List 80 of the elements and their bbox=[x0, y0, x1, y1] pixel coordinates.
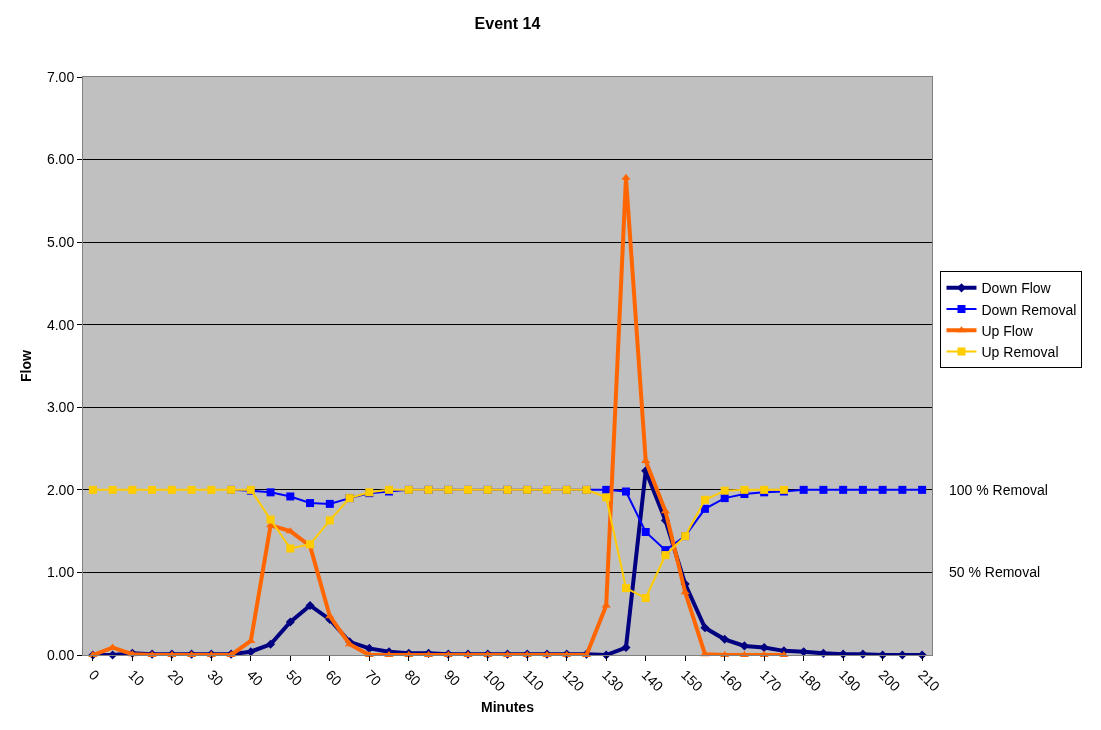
point bbox=[661, 551, 670, 560]
y-axis-title: Flow bbox=[17, 349, 34, 382]
x-tick-label: 160 bbox=[717, 666, 746, 695]
x-tick-label: 130 bbox=[599, 666, 628, 695]
x-tick-label: 210 bbox=[915, 666, 944, 695]
point bbox=[621, 173, 631, 180]
legend-label: Down Flow bbox=[981, 280, 1052, 297]
point bbox=[720, 634, 730, 644]
x-tick-label: 190 bbox=[836, 666, 865, 695]
y-tick-label: 0.00 bbox=[46, 646, 75, 663]
x-tick-label: 170 bbox=[757, 666, 786, 695]
y-tick-label: 3.00 bbox=[46, 399, 75, 416]
y-tick-label: 4.00 bbox=[46, 316, 75, 333]
point bbox=[88, 485, 97, 494]
point bbox=[700, 623, 710, 633]
point bbox=[266, 488, 275, 497]
x-tick-label: 10 bbox=[125, 666, 148, 690]
point bbox=[621, 584, 630, 593]
x-tick-label: 0 bbox=[85, 666, 103, 684]
point bbox=[364, 643, 374, 653]
point bbox=[799, 485, 808, 494]
point bbox=[918, 485, 927, 494]
point bbox=[207, 485, 216, 494]
point bbox=[641, 594, 650, 603]
point bbox=[819, 485, 828, 494]
x-tick-label: 70 bbox=[362, 666, 385, 690]
point bbox=[641, 527, 650, 536]
point bbox=[621, 643, 631, 653]
point bbox=[167, 485, 176, 494]
legend-label: Up Flow bbox=[981, 322, 1034, 339]
point bbox=[325, 499, 334, 508]
x-tick-label: 110 bbox=[520, 666, 548, 694]
point bbox=[285, 617, 295, 627]
x-tick-label: 20 bbox=[164, 666, 188, 690]
point bbox=[878, 485, 887, 494]
x-tick-label: 40 bbox=[243, 666, 267, 690]
y-tick-label: 2.00 bbox=[46, 481, 75, 498]
point bbox=[148, 485, 157, 494]
point bbox=[286, 492, 295, 501]
y-tick-label: 1.00 bbox=[46, 564, 75, 581]
point bbox=[266, 639, 276, 649]
x-tick-label: 140 bbox=[638, 666, 667, 695]
text: 100 % Removal bbox=[949, 482, 1048, 498]
point bbox=[621, 487, 630, 496]
x-tick-label: 80 bbox=[401, 666, 425, 690]
x-tick-label: 90 bbox=[441, 666, 464, 690]
point bbox=[740, 485, 749, 494]
point bbox=[898, 485, 907, 494]
point bbox=[720, 486, 729, 495]
x-tick-label: 150 bbox=[678, 666, 707, 695]
x-tick-label: 120 bbox=[559, 666, 588, 695]
point bbox=[306, 499, 315, 508]
point bbox=[305, 600, 315, 611]
y-tick-label: 5.00 bbox=[46, 234, 75, 251]
point bbox=[108, 485, 117, 494]
legend-label: Up Removal bbox=[981, 343, 1059, 360]
x-tick-label: 60 bbox=[322, 666, 346, 690]
point bbox=[285, 527, 295, 534]
x-tick-label: 100 bbox=[480, 666, 509, 695]
x-tick-label: 200 bbox=[875, 666, 904, 695]
point bbox=[266, 515, 275, 524]
point bbox=[325, 516, 334, 525]
y-tick-label: 6.00 bbox=[46, 151, 75, 168]
point bbox=[858, 485, 867, 494]
point bbox=[839, 485, 848, 494]
point bbox=[286, 544, 295, 553]
point bbox=[739, 641, 749, 651]
x-tick-label: 30 bbox=[204, 666, 227, 690]
chart-title: Event 14 bbox=[474, 15, 541, 33]
legend-label: Down Removal bbox=[981, 301, 1077, 318]
x-tick-label: 180 bbox=[796, 666, 825, 695]
point bbox=[700, 504, 709, 513]
y-tick-label: 7.00 bbox=[46, 68, 75, 85]
x-tick-label: 50 bbox=[283, 666, 306, 690]
point bbox=[602, 493, 611, 502]
point bbox=[700, 495, 709, 504]
x-axis-title: Minutes bbox=[481, 698, 535, 715]
point bbox=[128, 485, 137, 494]
text: 50 % Removal bbox=[949, 564, 1041, 580]
point bbox=[187, 485, 196, 494]
